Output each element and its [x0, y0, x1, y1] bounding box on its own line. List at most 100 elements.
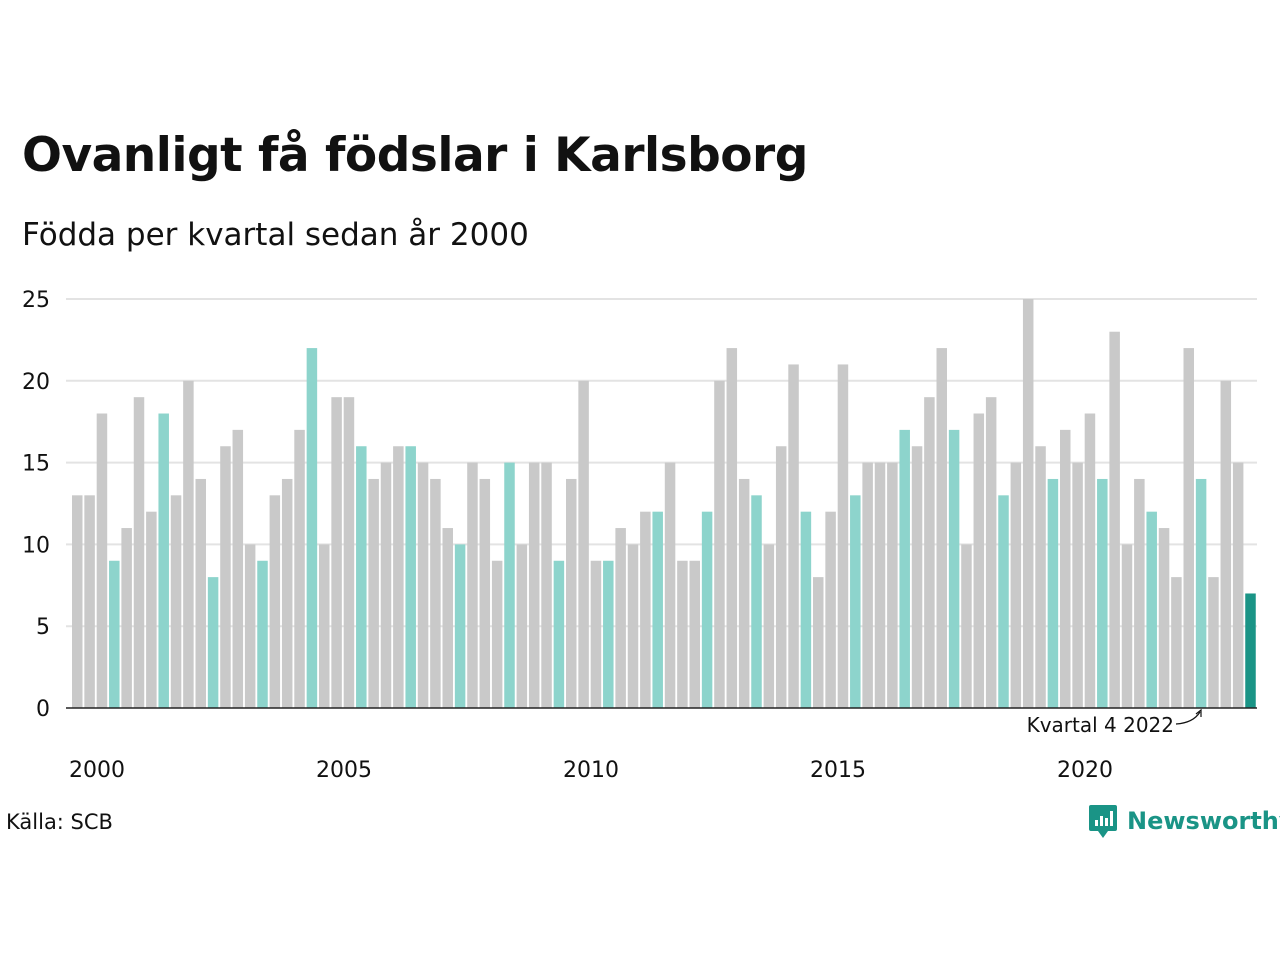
newsworthy-logo-icon: [1089, 805, 1117, 838]
bar-highlighted: [158, 413, 169, 708]
bar: [121, 528, 132, 708]
bar-highlighted: [701, 511, 713, 708]
bar: [170, 495, 182, 708]
bar: [640, 511, 651, 708]
y-tick-label: 20: [22, 370, 50, 395]
bar: [393, 446, 404, 708]
bar: [183, 380, 194, 708]
bar-highlighted: [998, 495, 1009, 708]
bar-highlighted: [257, 560, 268, 708]
bar: [269, 495, 281, 708]
bar: [985, 397, 997, 708]
bar-highlighted: [603, 560, 614, 708]
bar: [788, 364, 799, 708]
bar: [1158, 528, 1170, 708]
x-tick-label: 2000: [69, 758, 125, 783]
bar-highlighted: [405, 446, 416, 708]
bar-highlighted: [1097, 478, 1108, 708]
bar-highlighted: [454, 544, 466, 708]
bar: [541, 462, 552, 708]
bar: [1072, 462, 1083, 708]
bar-highlighted: [1047, 478, 1059, 708]
bar: [516, 544, 528, 708]
bar: [1183, 348, 1194, 708]
bar: [924, 397, 935, 708]
bar: [368, 478, 379, 708]
bar: [380, 462, 392, 708]
bar: [837, 364, 849, 708]
x-tick-label: 2020: [1057, 758, 1113, 783]
bar: [775, 446, 787, 708]
x-tick-label: 2015: [810, 758, 866, 783]
brand-name: Newsworthy: [1127, 807, 1280, 835]
bar-highlighted: [652, 511, 663, 708]
bar-highlighted: [948, 429, 960, 708]
bar: [714, 380, 725, 708]
bar: [146, 511, 157, 708]
bar: [961, 544, 972, 708]
x-tick-label: 2010: [563, 758, 619, 783]
bar: [874, 462, 886, 708]
bar-highlighted: [504, 462, 515, 708]
bar: [491, 560, 503, 708]
bar: [1232, 462, 1244, 708]
bar: [813, 577, 824, 708]
bar: [417, 462, 429, 708]
bar: [887, 462, 898, 708]
bar: [627, 544, 639, 708]
bar: [590, 560, 602, 708]
bar: [825, 511, 836, 708]
x-tick-label: 2005: [316, 758, 372, 783]
bar: [195, 478, 206, 708]
bar: [281, 478, 293, 708]
bar: [726, 348, 738, 708]
chart-subtitle: Födda per kvartal sedan år 2000: [22, 217, 529, 253]
bar: [133, 397, 145, 708]
bar-highlighted: [207, 577, 219, 708]
bar-highlighted: [306, 348, 318, 708]
x-axis-ticks: 2000 2005 2010 2015 2020: [69, 758, 1113, 783]
bar: [689, 560, 700, 708]
bar: [430, 478, 441, 708]
bar: [84, 495, 95, 708]
bar: [911, 446, 923, 708]
bar: [1208, 577, 1219, 708]
annotation-arrow: [1175, 711, 1201, 725]
annotation: Kvartal 4 2022: [1027, 708, 1202, 737]
bar: [1121, 544, 1133, 708]
bar: [96, 413, 108, 708]
bar-highlighted: [1146, 511, 1157, 708]
y-tick-label: 0: [36, 697, 50, 722]
bar: [244, 544, 256, 708]
bar: [1060, 429, 1071, 708]
bar: [442, 528, 453, 708]
bar: [936, 348, 947, 708]
chart-title: Ovanligt få födslar i Karlsborg: [22, 128, 808, 183]
bar: [973, 413, 985, 708]
bar-latest: [1245, 593, 1256, 708]
bar: [479, 478, 491, 708]
bar: [220, 446, 231, 708]
y-tick-label: 15: [22, 452, 50, 477]
bar: [763, 544, 775, 708]
bar: [578, 380, 589, 708]
bar: [232, 429, 244, 708]
bar: [319, 544, 330, 708]
annotation-label: Kvartal 4 2022: [1027, 713, 1174, 737]
bar: [677, 560, 688, 708]
bar: [1171, 577, 1182, 708]
bar: [1084, 413, 1096, 708]
source-note: Källa: SCB: [6, 810, 113, 834]
bar-highlighted: [109, 560, 120, 708]
bar-highlighted: [899, 429, 910, 708]
bar: [1220, 380, 1232, 708]
bar: [528, 462, 540, 708]
bar: [1022, 299, 1034, 708]
bar: [862, 462, 873, 708]
y-tick-label: 5: [36, 615, 50, 640]
bar: [1035, 446, 1046, 708]
bar: [343, 397, 355, 708]
bar-highlighted: [850, 495, 861, 708]
y-tick-label: 10: [22, 533, 50, 558]
